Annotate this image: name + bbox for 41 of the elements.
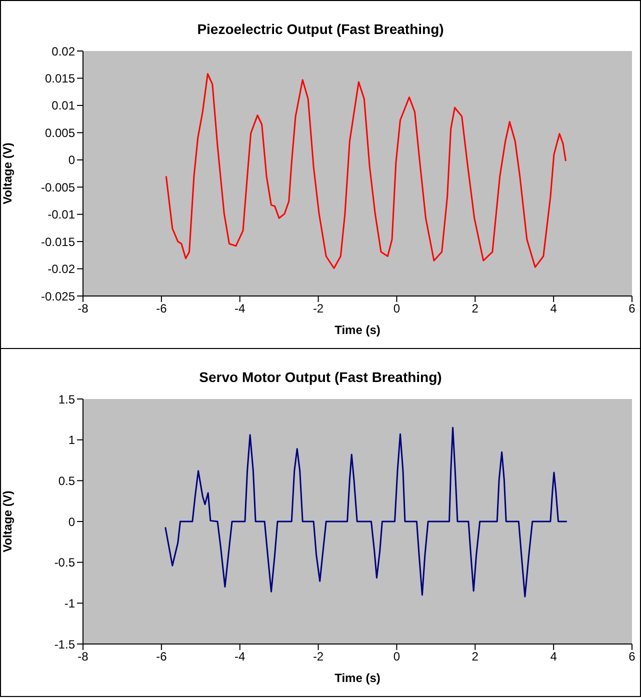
y-tick-label: 0.01 <box>52 98 76 113</box>
x-tick-label: 4 <box>550 302 558 316</box>
y-tick-label: -0.02 <box>48 262 76 276</box>
y-axis-title: Voltage (V) <box>0 142 14 204</box>
y-tick-label: -0.5 <box>54 556 76 570</box>
chart-title: Piezoelectric Output (Fast Breathing) <box>196 21 445 37</box>
x-tick-label: -4 <box>234 650 246 664</box>
x-tick-label: -2 <box>312 650 324 664</box>
x-tick-label: -4 <box>234 302 246 316</box>
y-tick-label: 0 <box>68 153 76 168</box>
x-axis-title: Time (s) <box>334 671 380 685</box>
chart-title: Servo Motor Output (Fast Breathing) <box>198 369 443 385</box>
y-tick-label: -0.005 <box>40 180 76 194</box>
x-tick-label: -8 <box>78 302 89 316</box>
y-tick-label: 0.02 <box>52 44 76 58</box>
x-tick-label: 6 <box>628 302 636 316</box>
x-tick-label: 2 <box>472 650 479 664</box>
y-tick-label: 1.5 <box>58 392 76 406</box>
x-tick-label: 6 <box>628 650 636 664</box>
x-tick-label: -2 <box>312 302 324 316</box>
line-series <box>165 73 566 269</box>
x-tick-label: -8 <box>78 650 89 664</box>
x-tick-label: 0 <box>393 302 400 316</box>
x-tick-label: -6 <box>156 650 168 664</box>
y-tick-label: -0.01 <box>48 208 76 222</box>
x-tick-label: 0 <box>393 650 400 664</box>
x-tick-label: -6 <box>156 302 168 316</box>
y-axis-title: Voltage (V) <box>0 490 14 552</box>
x-tick-label: 4 <box>550 650 558 664</box>
y-tick-label: 0 <box>68 514 76 529</box>
y-tick-label: 1 <box>68 433 76 448</box>
x-tick-label: 2 <box>472 302 479 316</box>
y-tick-label: 0.005 <box>44 126 76 140</box>
x-axis-title: Time (s) <box>334 323 380 337</box>
y-tick-label: 0.5 <box>58 474 76 488</box>
y-tick-label: -1.5 <box>54 637 76 652</box>
line-series <box>164 426 568 598</box>
y-tick-label: -0.025 <box>40 289 76 304</box>
y-tick-label: -1 <box>64 596 76 610</box>
y-tick-label: 0.015 <box>44 71 76 86</box>
y-tick-label: -0.015 <box>40 234 76 249</box>
